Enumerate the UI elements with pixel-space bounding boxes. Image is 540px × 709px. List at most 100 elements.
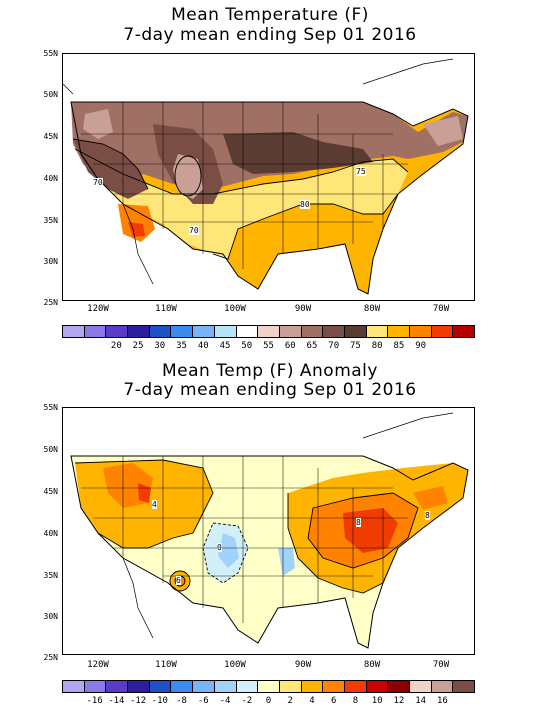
- colorbar-tick-label: 6: [330, 696, 337, 706]
- colorbar-tick-label: 90: [415, 341, 427, 351]
- lon-label: 70W: [432, 304, 450, 314]
- colorbar-swatch: [63, 326, 85, 337]
- colorbar-swatch: [258, 326, 280, 337]
- anomaly-colorbar: [62, 680, 475, 693]
- colorbar-tick-label: 70: [328, 341, 340, 351]
- temperature-map: 70 75 70 80: [62, 53, 475, 301]
- colorbar-tick-label: 20: [110, 341, 122, 351]
- colorbar-swatch: [171, 681, 194, 692]
- lat-label: 55N: [43, 49, 58, 58]
- colorbar-swatch: [410, 681, 432, 692]
- lon-label: 90W: [294, 304, 312, 314]
- colorbar-swatch: [236, 326, 259, 337]
- lon-label: 70W: [432, 660, 450, 670]
- colorbar-tick-label: 85: [393, 341, 405, 351]
- colorbar-swatch: [106, 681, 129, 692]
- panel-title-line1: Mean Temperature (F): [171, 5, 369, 25]
- colorbar-swatch: [236, 681, 259, 692]
- contour-label: 70: [189, 226, 199, 235]
- colorbar-tick-label: -12: [129, 696, 147, 706]
- colorbar-swatch: [106, 326, 129, 337]
- colorbar-tick-label: 8: [352, 696, 359, 706]
- colorbar-tick-label: 25: [132, 341, 144, 351]
- colorbar-swatch: [431, 326, 454, 337]
- contour-label: 80: [300, 200, 310, 209]
- lat-label: 25N: [43, 653, 58, 662]
- colorbar-swatch: [149, 326, 172, 337]
- lat-label: 50N: [43, 90, 58, 99]
- lat-label: 45N: [43, 132, 58, 141]
- colorbar-swatch: [301, 326, 324, 337]
- colorbar-tick-label: 55: [263, 341, 274, 351]
- colorbar-tick-label: 65: [306, 341, 318, 351]
- lat-label: 25N: [43, 298, 58, 307]
- colorbar-swatch: [344, 681, 367, 692]
- panel-title-line1: Mean Temp (F) Anomaly: [162, 361, 378, 381]
- lat-label: 40N: [43, 174, 58, 183]
- contour-label: 70: [93, 178, 103, 187]
- lat-label: 30N: [43, 612, 58, 621]
- contour-label: 8: [425, 511, 430, 520]
- panel-title-line2: 7-day mean ending Sep 01 2016: [123, 380, 417, 400]
- colorbar-swatch: [279, 681, 302, 692]
- colorbar-tick-label: 45: [219, 341, 231, 351]
- colorbar-tick-label: -8: [176, 696, 187, 706]
- anomaly-map-graphic: [70, 412, 469, 649]
- contour-label: 4: [152, 500, 157, 509]
- panel-title-line2: 7-day mean ending Sep 01 2016: [123, 25, 417, 45]
- colorbar-swatch: [388, 681, 410, 692]
- temperature-colorbar: [62, 325, 475, 338]
- lon-label: 110W: [155, 660, 177, 670]
- contour-label: 8: [356, 518, 361, 527]
- colorbar-tick-label: 40: [197, 341, 209, 351]
- lat-label: 45N: [43, 487, 58, 496]
- colorbar-tick-label: -10: [151, 696, 168, 706]
- colorbar-tick-label: 35: [176, 341, 187, 351]
- colorbar-swatch: [214, 326, 237, 337]
- colorbar-tick-label: -2: [241, 696, 253, 706]
- colorbar-swatch: [171, 326, 194, 337]
- colorbar-tick-label: 12: [393, 696, 405, 706]
- colorbar-swatch: [344, 326, 367, 337]
- lon-label: 120W: [87, 660, 109, 670]
- lon-label: 100W: [224, 660, 246, 670]
- colorbar-swatch: [193, 681, 215, 692]
- colorbar-swatch: [388, 326, 410, 337]
- colorbar-tick-label: 0: [265, 696, 272, 706]
- colorbar-tick-label: 2: [287, 696, 293, 706]
- temperature-map-graphic: [63, 58, 469, 295]
- colorbar-swatch: [410, 326, 432, 337]
- contour-label: 6: [176, 576, 181, 585]
- colorbar-swatch: [279, 326, 302, 337]
- colorbar-swatch: [431, 681, 454, 692]
- colorbar-swatch: [323, 326, 345, 337]
- contour-label: 0: [217, 543, 222, 552]
- colorbar-tick-label: 30: [154, 341, 166, 351]
- colorbar-swatch: [366, 681, 389, 692]
- contour-label: 75: [356, 167, 366, 176]
- colorbar-swatch: [193, 326, 215, 337]
- colorbar-tick-label: 10: [371, 696, 383, 706]
- colorbar-tick-label: -4: [219, 696, 231, 706]
- lon-label: 90W: [294, 660, 312, 670]
- lon-label: 80W: [363, 304, 381, 314]
- colorbar-swatch: [128, 326, 150, 337]
- lon-label: 100W: [224, 304, 246, 314]
- colorbar-swatch: [149, 681, 172, 692]
- lat-label: 40N: [43, 529, 58, 538]
- lat-label: 30N: [43, 257, 58, 266]
- colorbar-swatch: [453, 681, 475, 692]
- colorbar-tick-label: 4: [309, 696, 315, 706]
- colorbar-tick-label: -6: [197, 696, 209, 706]
- colorbar-tick-label: 50: [241, 341, 253, 351]
- colorbar-tick-label: 14: [415, 696, 427, 706]
- colorbar-tick-label: 60: [284, 341, 296, 351]
- colorbar-swatch: [258, 681, 280, 692]
- lon-label: 110W: [155, 304, 177, 314]
- colorbar-tick-label: 16: [436, 696, 448, 706]
- colorbar-tick-label: 75: [350, 341, 361, 351]
- lat-label: 55N: [43, 403, 58, 412]
- colorbar-tick-label: -16: [86, 696, 103, 706]
- lon-label: 120W: [87, 304, 109, 314]
- colorbar-swatch: [84, 681, 107, 692]
